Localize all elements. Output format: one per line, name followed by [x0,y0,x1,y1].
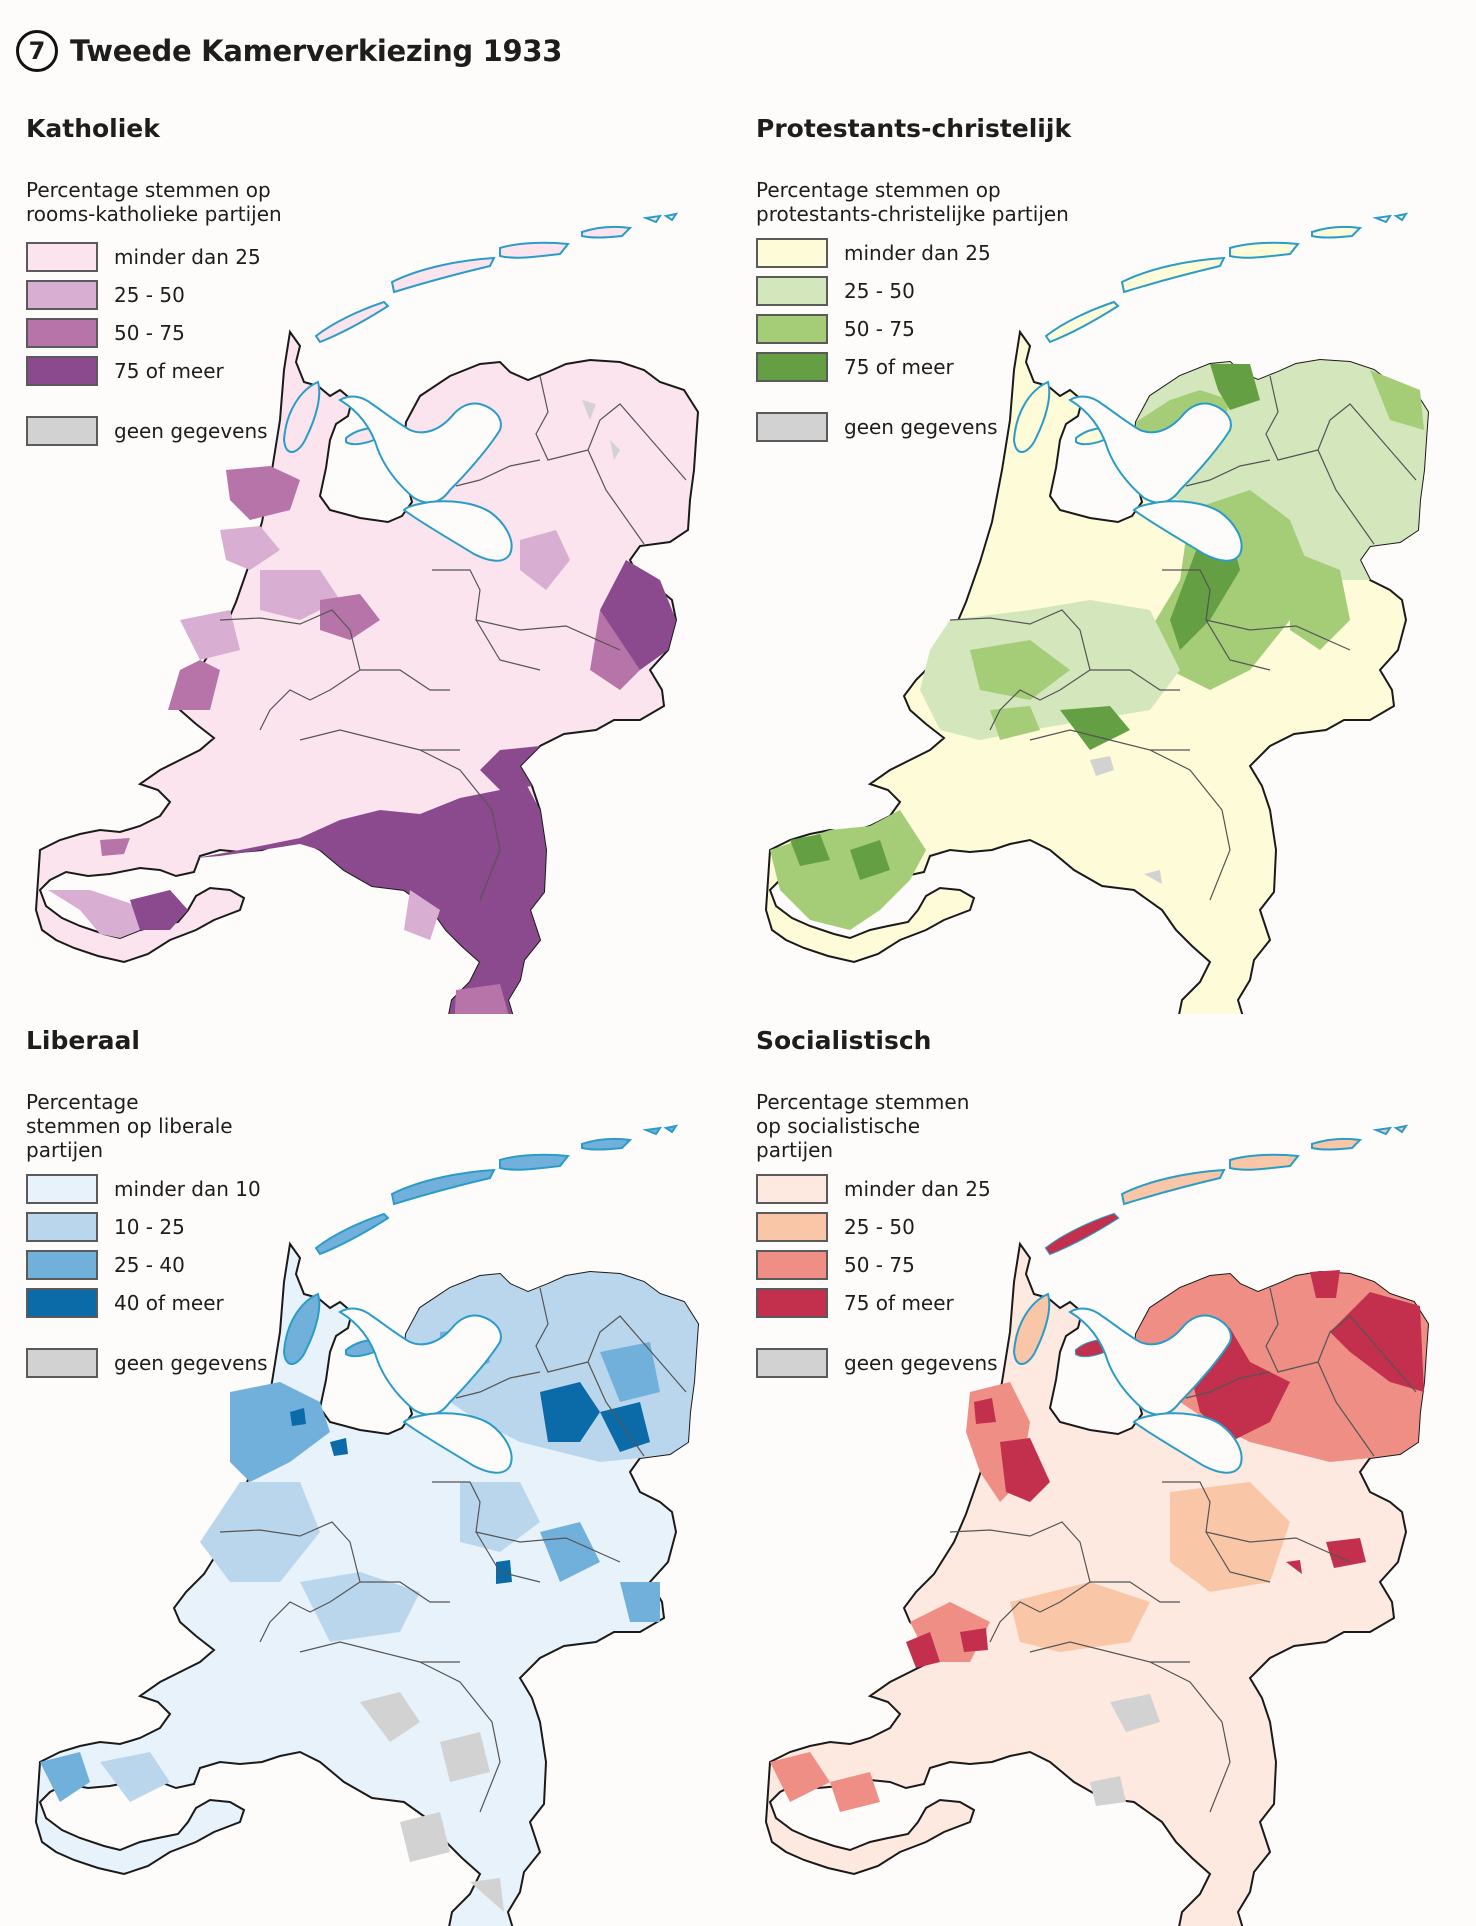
legend-swatch [26,242,98,272]
legend-item: 75 of meer [756,348,1076,386]
legend-item: minder dan 25 [756,1170,998,1208]
panel-protestants-christelijk: Protestants-christelijk Percentage stemm… [730,114,1468,1014]
panel-title: Socialistisch [756,1026,932,1055]
legend: Percentage stemmen op rooms-katholieke p… [26,178,346,450]
panel-katholiek: Katholiek Percentage stemmen op rooms-ka… [0,114,738,1014]
legend-swatch [26,1288,98,1318]
map-protestants-christelijk [765,213,1429,1014]
legend-swatch [756,238,828,268]
panel-title: Katholiek [26,114,160,143]
legend-item: minder dan 25 [26,238,346,276]
panel-socialistisch: Socialistisch Percentage stemmen op soci… [730,1026,1468,1926]
legend-label: 10 - 25 [114,1215,185,1239]
legend-item: 50 - 75 [756,1246,998,1284]
legend-swatch [26,280,98,310]
panel-liberaal: Liberaal Percentage stemmen op liberale … [0,1026,738,1926]
legend-label: 75 of meer [844,355,954,379]
legend-swatch [26,318,98,348]
legend-label: minder dan 25 [844,1177,991,1201]
legend-swatch [756,412,828,442]
legend-label: geen gegevens [114,419,268,443]
legend-item: geen gegevens [26,1344,268,1382]
legend-caption: Percentage stemmen op rooms-katholieke p… [26,178,282,226]
legend-swatch [756,1212,828,1242]
legend-label: 40 of meer [114,1291,224,1315]
legend-item: 25 - 50 [756,1208,998,1246]
legend: Percentage stemmen op socialistische par… [756,1090,998,1382]
legend-item: 50 - 75 [26,314,346,352]
legend-item: minder dan 25 [756,234,1076,272]
legend-label: 50 - 75 [844,1253,915,1277]
legend-label: 75 of meer [844,1291,954,1315]
legend-label: minder dan 10 [114,1177,261,1201]
legend-label: geen gegevens [844,1351,998,1375]
legend-swatch [26,1212,98,1242]
legend-label: geen gegevens [114,1351,268,1375]
legend-label: 75 of meer [114,359,224,383]
legend-label: minder dan 25 [114,245,261,269]
legend: Percentage stemmen op liberale partijen … [26,1090,268,1382]
page-title: Tweede Kamerverkiezing 1933 [70,34,563,68]
legend-swatch [26,356,98,386]
legend-caption: Percentage stemmen op socialistische par… [756,1090,970,1162]
legend-swatch [756,1348,828,1378]
legend-swatch [756,1174,828,1204]
legend-swatch [756,1288,828,1318]
map-socialistisch [765,1125,1429,1926]
legend-item: 40 of meer [26,1284,268,1322]
legend-item: 75 of meer [26,352,346,390]
legend-swatch [26,1250,98,1280]
legend: Percentage stemmen op protestants-christ… [756,178,1076,446]
legend-label: 25 - 50 [844,1215,915,1239]
legend-label: 50 - 75 [114,321,185,345]
legend-item: 25 - 50 [26,276,346,314]
legend-item: 50 - 75 [756,310,1076,348]
legend-swatch [26,1174,98,1204]
legend-swatch [756,352,828,382]
legend-swatch [756,1250,828,1280]
page-header: 7 Tweede Kamerverkiezing 1933 [16,30,562,72]
legend-label: 25 - 40 [114,1253,185,1277]
legend-swatch [756,276,828,306]
legend-caption: Percentage stemmen op protestants-christ… [756,178,1069,226]
panel-title: Liberaal [26,1026,140,1055]
legend-item: 10 - 25 [26,1208,268,1246]
legend-label: 25 - 50 [114,283,185,307]
panel-title: Protestants-christelijk [756,114,1072,143]
legend-label: geen gegevens [844,415,998,439]
legend-label: minder dan 25 [844,241,991,265]
legend-item: 25 - 50 [756,272,1076,310]
legend-caption: Percentage stemmen op liberale partijen [26,1090,233,1162]
figure-number-badge: 7 [16,30,58,72]
legend-swatch [26,416,98,446]
map-liberaal [35,1125,699,1926]
legend-label: 50 - 75 [844,317,915,341]
legend-item: minder dan 10 [26,1170,268,1208]
map-katholiek [35,213,699,1014]
legend-item: geen gegevens [26,412,346,450]
legend-swatch [26,1348,98,1378]
legend-item: geen gegevens [756,1344,998,1382]
legend-label: 25 - 50 [844,279,915,303]
legend-swatch [756,314,828,344]
legend-item: 25 - 40 [26,1246,268,1284]
legend-item: geen gegevens [756,408,1076,446]
legend-item: 75 of meer [756,1284,998,1322]
